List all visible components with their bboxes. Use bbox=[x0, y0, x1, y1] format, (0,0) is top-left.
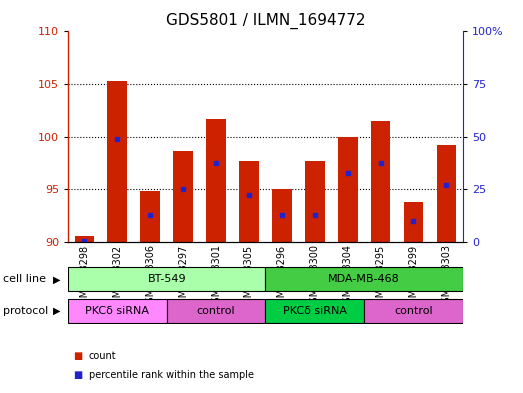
Bar bbox=[239, 161, 259, 242]
FancyBboxPatch shape bbox=[167, 299, 266, 323]
Text: BT-549: BT-549 bbox=[147, 274, 186, 285]
Text: ▶: ▶ bbox=[53, 306, 60, 316]
Text: protocol: protocol bbox=[3, 306, 48, 316]
Text: percentile rank within the sample: percentile rank within the sample bbox=[89, 370, 254, 380]
Text: cell line: cell line bbox=[3, 274, 46, 285]
Text: ▶: ▶ bbox=[53, 274, 60, 285]
Text: MDA-MB-468: MDA-MB-468 bbox=[328, 274, 400, 285]
FancyBboxPatch shape bbox=[68, 299, 167, 323]
Bar bbox=[173, 151, 193, 242]
FancyBboxPatch shape bbox=[266, 267, 463, 292]
Bar bbox=[272, 189, 292, 242]
Bar bbox=[404, 202, 423, 242]
FancyBboxPatch shape bbox=[68, 267, 266, 292]
Text: control: control bbox=[394, 306, 433, 316]
Bar bbox=[140, 191, 160, 242]
Text: control: control bbox=[197, 306, 235, 316]
Text: count: count bbox=[89, 351, 117, 361]
Bar bbox=[108, 81, 127, 242]
Text: PKCδ siRNA: PKCδ siRNA bbox=[283, 306, 347, 316]
Title: GDS5801 / ILMN_1694772: GDS5801 / ILMN_1694772 bbox=[166, 13, 365, 29]
Text: PKCδ siRNA: PKCδ siRNA bbox=[85, 306, 150, 316]
FancyBboxPatch shape bbox=[266, 299, 364, 323]
Bar bbox=[206, 119, 226, 242]
Text: ■: ■ bbox=[73, 351, 83, 361]
Bar bbox=[75, 237, 94, 242]
Bar bbox=[338, 136, 358, 242]
Bar bbox=[371, 121, 391, 242]
Bar bbox=[305, 161, 325, 242]
Bar bbox=[437, 145, 456, 242]
Text: ■: ■ bbox=[73, 370, 83, 380]
FancyBboxPatch shape bbox=[364, 299, 463, 323]
